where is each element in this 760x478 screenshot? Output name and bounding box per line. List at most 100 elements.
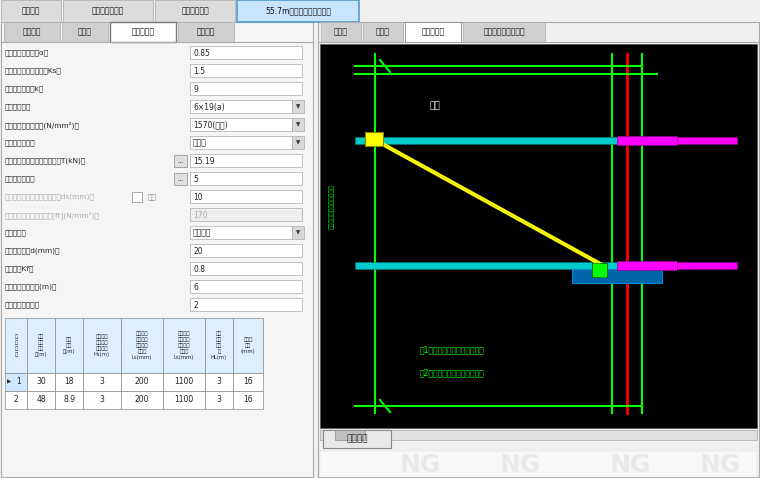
Text: 钢丝绳
直径
(mm): 钢丝绳 直径 (mm)	[241, 337, 255, 354]
Text: 钢丝绳卸荷: 钢丝绳卸荷	[131, 28, 154, 36]
Text: 2: 2	[14, 395, 18, 404]
Text: 第2个吊点与上吊点的水平距离: 第2个吊点与上吊点的水平距离	[420, 369, 485, 378]
Text: ▼: ▼	[296, 105, 300, 109]
Text: 200: 200	[135, 378, 149, 387]
Text: ▶: ▶	[7, 380, 11, 384]
Bar	[83, 318, 121, 373]
Text: 卸荷系数Kf：: 卸荷系数Kf：	[5, 266, 34, 272]
Bar	[1, 0, 61, 22]
Text: 连墙件: 连墙件	[78, 28, 92, 36]
Bar	[110, 22, 176, 42]
Bar	[5, 318, 27, 373]
Bar	[190, 118, 292, 131]
Bar	[27, 373, 55, 391]
Bar	[163, 373, 205, 391]
Text: 1570(钢芯): 1570(钢芯)	[193, 120, 228, 130]
Text: 吊环设置：: 吊环设置：	[5, 230, 27, 236]
Bar	[5, 391, 27, 409]
Text: 48: 48	[36, 395, 46, 404]
Bar	[163, 391, 205, 409]
Text: 分开设置: 分开设置	[193, 228, 211, 238]
Text: 模板钢管上下吊点竖向距离: 模板钢管上下吊点竖向距离	[329, 184, 335, 229]
Bar	[83, 373, 121, 391]
Bar	[292, 226, 304, 239]
Text: 3: 3	[100, 395, 104, 404]
Bar	[178, 22, 234, 42]
Text: 第1个吊点与上吊点的水平距离: 第1个吊点与上吊点的水平距离	[420, 346, 485, 355]
Text: 第
次
卸
荷: 第 次 卸 荷	[14, 334, 17, 357]
Bar	[190, 262, 302, 275]
Bar	[292, 100, 304, 113]
Text: 上吊点距
外立柱下
吊点的水
平距离
Ls(mm): 上吊点距 外立柱下 吊点的水 平距离 Ls(mm)	[174, 331, 195, 359]
Text: 2: 2	[193, 301, 198, 309]
Bar	[205, 318, 233, 373]
Bar	[4, 22, 60, 42]
Text: 矩形板式桩基础: 矩形板式桩基础	[92, 7, 124, 15]
Bar	[27, 391, 55, 409]
Text: 荷载参数: 荷载参数	[197, 28, 215, 36]
Text: 6: 6	[193, 282, 198, 292]
Bar	[365, 132, 383, 146]
Bar	[83, 391, 121, 409]
Text: 钢丝绳型号：: 钢丝绳型号：	[5, 104, 31, 110]
Bar	[121, 318, 163, 373]
Text: 200: 200	[135, 395, 149, 404]
Bar	[463, 22, 545, 42]
Bar	[237, 0, 359, 22]
Text: 钢丝绳夹型式：: 钢丝绳夹型式：	[5, 140, 36, 146]
Text: NG: NG	[399, 453, 441, 477]
Text: 卸手架卸荷次数：: 卸手架卸荷次数：	[5, 302, 40, 308]
Bar	[62, 22, 108, 42]
Bar	[320, 44, 757, 428]
Bar	[190, 244, 302, 257]
Bar	[55, 391, 83, 409]
Bar	[205, 373, 233, 391]
Text: ...: ...	[178, 158, 185, 164]
Text: 正立面: 正立面	[334, 28, 348, 36]
Bar	[321, 22, 361, 42]
Bar	[190, 190, 302, 203]
Bar	[1, 22, 313, 477]
Text: 1100: 1100	[174, 395, 194, 404]
Text: 1100: 1100	[174, 378, 194, 387]
Text: 170: 170	[193, 210, 207, 219]
Bar	[233, 373, 263, 391]
Text: 吊点: 吊点	[429, 101, 440, 110]
Text: 上吊点距
墙立柱下
吊点的水
平距离
Ls(mm): 上吊点距 墙立柱下 吊点的水 平距离 Ls(mm)	[131, 331, 152, 359]
Bar	[190, 64, 302, 77]
Bar	[5, 373, 27, 391]
Text: 8.9: 8.9	[63, 395, 75, 404]
Bar	[55, 318, 83, 373]
Bar	[190, 280, 302, 293]
Bar	[335, 430, 365, 440]
Bar	[190, 226, 292, 239]
Text: 20: 20	[193, 247, 203, 256]
Text: 16: 16	[243, 395, 253, 404]
Text: 卸荷
段净
高(m): 卸荷 段净 高(m)	[62, 337, 75, 354]
Text: 0.85: 0.85	[193, 48, 210, 57]
Text: 拧紧绳夹螺帽时螺栓上所受力T(kN)：: 拧紧绳夹螺帽时螺栓上所受力T(kN)：	[5, 158, 86, 164]
Text: 纵、横向水平杆布置: 纵、横向水平杆布置	[483, 28, 525, 36]
Text: ▼: ▼	[296, 122, 300, 128]
Text: 快速计算: 快速计算	[347, 435, 368, 444]
Bar	[572, 269, 662, 283]
Text: NG: NG	[699, 453, 741, 477]
Bar	[121, 373, 163, 391]
Bar	[190, 298, 302, 311]
Bar	[233, 318, 263, 373]
Bar	[617, 261, 677, 270]
Text: 钢丝绳公称抗拉强度(N/mm²)：: 钢丝绳公称抗拉强度(N/mm²)：	[5, 121, 80, 129]
Text: 1: 1	[17, 378, 21, 387]
Text: 钢丝绳安全系数k：: 钢丝绳安全系数k：	[5, 86, 44, 92]
Bar	[205, 391, 233, 409]
Text: 钢丝绳夹数量：: 钢丝绳夹数量：	[5, 176, 36, 182]
Bar	[132, 192, 142, 202]
Bar	[27, 318, 55, 373]
Bar	[55, 373, 83, 391]
Bar	[155, 0, 235, 22]
Bar	[190, 46, 302, 59]
Bar	[363, 22, 403, 42]
Text: 钢丝绳受力不均匀系数Ks：: 钢丝绳受力不均匀系数Ks：	[5, 68, 62, 74]
Bar	[320, 430, 757, 440]
Bar	[318, 22, 759, 477]
